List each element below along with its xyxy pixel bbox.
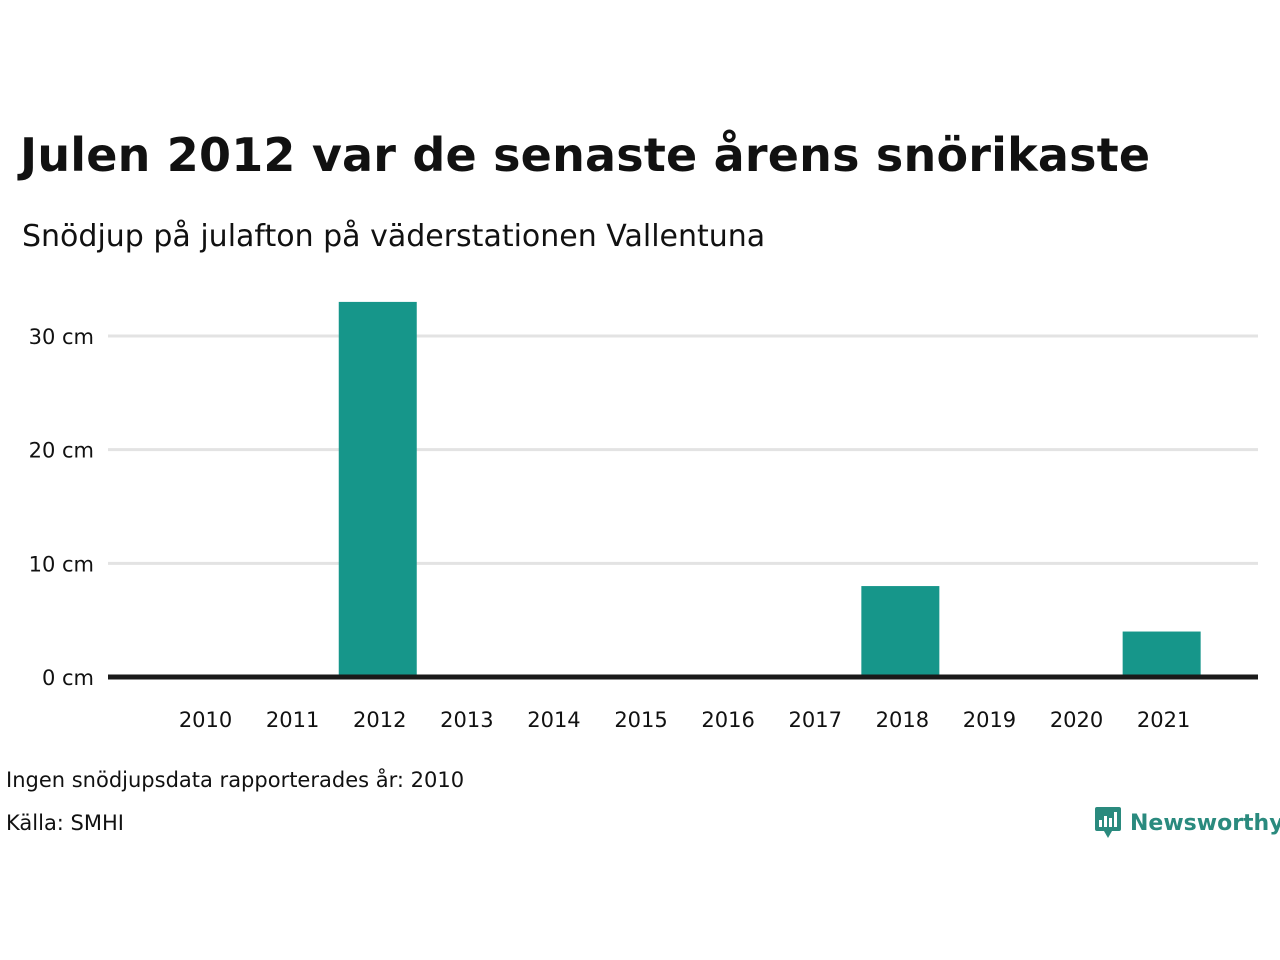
bar-2018 bbox=[861, 586, 940, 677]
x-axis-ticks: 2010 2011 2012 2013 2014 2015 2016 2017 2018 2019… bbox=[179, 708, 1191, 732]
bar-2012 bbox=[338, 301, 417, 677]
bar-chart-speech-bubble-icon bbox=[1095, 807, 1121, 838]
grid-layer bbox=[108, 334, 1258, 565]
x-tick-label: 2018 bbox=[876, 708, 929, 732]
x-tick-label: 2021 bbox=[1137, 708, 1190, 732]
x-tick-label: 2016 bbox=[701, 708, 754, 732]
y-tick-label: 20 cm bbox=[29, 439, 94, 463]
source-note: Källa: SMHI bbox=[6, 811, 124, 835]
chart-title: Julen 2012 var de senaste årens snörikas… bbox=[20, 128, 1151, 182]
newsworthy-logo: Newsworthy bbox=[1094, 806, 1280, 840]
y-axis-ticks: 0 cm 10 cm 20 cm 30 cm bbox=[29, 325, 94, 690]
chart-subtitle: Snödjup på julafton på väderstationen Va… bbox=[22, 219, 766, 254]
x-tick-label: 2019 bbox=[963, 708, 1016, 732]
brand-name: Newsworthy bbox=[1130, 810, 1280, 836]
x-tick-label: 2012 bbox=[353, 708, 406, 732]
bar-2021 bbox=[1122, 631, 1201, 677]
x-tick-label: 2010 bbox=[179, 708, 232, 732]
bar-chart: 0 cm 10 cm 20 cm 30 cm 2010 2011 2012 2013 2014… bbox=[29, 301, 1258, 732]
x-tick-label: 2013 bbox=[440, 708, 493, 732]
x-tick-label: 2011 bbox=[266, 708, 319, 732]
x-tick-label: 2014 bbox=[527, 708, 580, 732]
x-tick-label: 2015 bbox=[614, 708, 667, 732]
y-tick-label: 0 cm bbox=[42, 666, 94, 690]
y-tick-label: 30 cm bbox=[29, 325, 94, 349]
y-tick-label: 10 cm bbox=[29, 552, 94, 576]
missing-data-note: Ingen snödjupsdata rapporterades år: 201… bbox=[6, 768, 465, 792]
x-tick-label: 2020 bbox=[1050, 708, 1103, 732]
x-tick-label: 2017 bbox=[789, 708, 842, 732]
bars bbox=[338, 301, 1201, 677]
